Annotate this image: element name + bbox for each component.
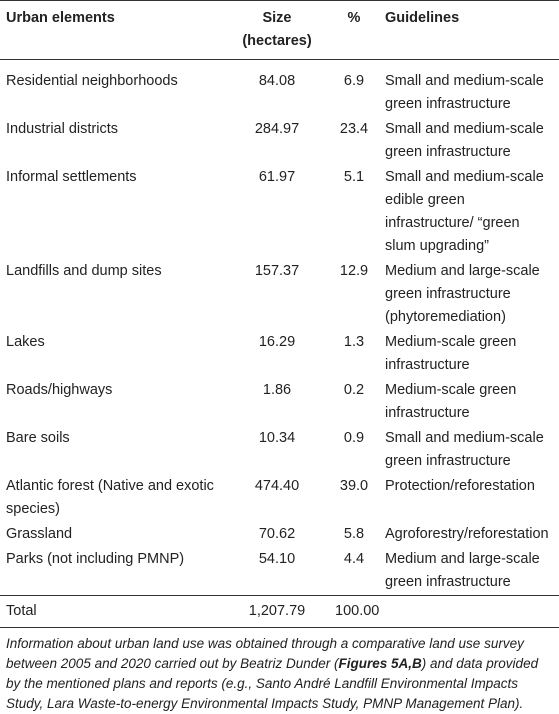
guidelines: Medium and large-scale green infrastruct…	[385, 551, 540, 590]
table-row: Informal settlements 61.97 5.1 Small and me…	[0, 165, 559, 259]
guidelines: Small and medium-scale green infrastruct…	[385, 73, 544, 112]
urban-element: Roads/highways	[6, 382, 113, 398]
urban-element: Informal settlements	[6, 169, 137, 185]
column-header: Guidelines	[385, 10, 460, 26]
land-use-table: Urban elements Size (hectares) % Guideli…	[0, 0, 559, 628]
table-row: Parks (not including PMNP) 54.10 4.4 Medium…	[0, 547, 559, 596]
table-row: Residential neighborhoods 84.08 6.9 Small a…	[0, 60, 559, 118]
size-hectares: 474.40	[254, 478, 300, 494]
size-hectares: 10.34	[258, 430, 296, 446]
column-header: Urban elements	[6, 10, 115, 26]
guidelines: Medium and large-scale green infrastruct…	[385, 263, 540, 325]
urban-element: Lakes	[6, 334, 45, 350]
percent: 23.4	[339, 121, 369, 137]
size-hectares: 16.29	[258, 334, 296, 350]
size-hectares: 61.97	[258, 169, 296, 185]
footnote: Information about urban land use was obt…	[0, 628, 559, 714]
table-row: Lakes 16.29 1.3 Medium-scale green infrastr…	[0, 330, 559, 378]
table-row: Bare soils 10.34 0.9 Small and medium-scale…	[0, 426, 559, 474]
guidelines: Medium-scale green infrastructure	[385, 334, 517, 373]
size-hectares: 284.97	[254, 121, 300, 137]
column-header: Size (hectares)	[242, 10, 312, 49]
guidelines: Small and medium-scale green infrastruct…	[385, 121, 544, 160]
percent: 12.9	[339, 263, 369, 279]
urban-element: Parks (not including PMNP)	[6, 551, 185, 567]
guidelines: Protection/reforestation	[385, 478, 535, 494]
urban-element: Atlantic forest (Native and exotic speci…	[6, 478, 214, 517]
total-row: Total 1,207.79 100.00	[0, 595, 559, 628]
guidelines: Medium-scale green infrastructure	[385, 382, 517, 421]
column-header: %	[347, 10, 361, 26]
table-body: Residential neighborhoods 84.08 6.9 Small a…	[0, 60, 559, 628]
table-row: Grassland 70.62 5.8 Agroforestry/reforestat…	[0, 522, 559, 547]
table-row: Roads/highways 1.86 0.2 Medium-scale green …	[0, 378, 559, 426]
percent: 100.00	[335, 603, 380, 619]
percent: 39.0	[339, 478, 369, 494]
percent: 0.2	[343, 382, 365, 398]
percent: 4.4	[343, 551, 365, 567]
percent: 5.8	[343, 526, 365, 542]
size-hectares: 1,207.79	[248, 603, 306, 619]
percent: 0.9	[343, 430, 365, 446]
size-hectares: 157.37	[254, 263, 300, 279]
guidelines: Small and medium-scale edible green infr…	[385, 169, 544, 254]
urban-element: Residential neighborhoods	[6, 73, 178, 89]
urban-element: Total	[6, 603, 37, 619]
percent: 5.1	[343, 169, 365, 185]
size-hectares: 54.10	[258, 551, 296, 567]
urban-element: Grassland	[6, 526, 73, 542]
urban-element: Industrial districts	[6, 121, 119, 137]
percent: 1.3	[343, 334, 365, 350]
guidelines: Small and medium-scale green infrastruct…	[385, 430, 544, 469]
urban-element: Landfills and dump sites	[6, 263, 162, 279]
empty-cell	[379, 596, 559, 628]
percent: 6.9	[343, 73, 365, 89]
footnote-figure-ref: Figures 5A,B	[338, 656, 422, 671]
footnote-text: Information about urban land use was obt…	[6, 636, 524, 671]
header-row: Urban elements Size (hectares) % Guideli…	[0, 1, 559, 60]
size-hectares: 1.86	[262, 382, 292, 398]
size-hectares: 70.62	[258, 526, 296, 542]
table-row: Landfills and dump sites 157.37 12.9 Medium…	[0, 259, 559, 330]
size-hectares: 84.08	[258, 73, 296, 89]
table-row: Atlantic forest (Native and exotic speci…	[0, 474, 559, 522]
table-row: Industrial districts 284.97 23.4 Small and …	[0, 117, 559, 165]
guidelines: Agroforestry/reforestation	[385, 526, 549, 542]
urban-element: Bare soils	[6, 430, 70, 446]
